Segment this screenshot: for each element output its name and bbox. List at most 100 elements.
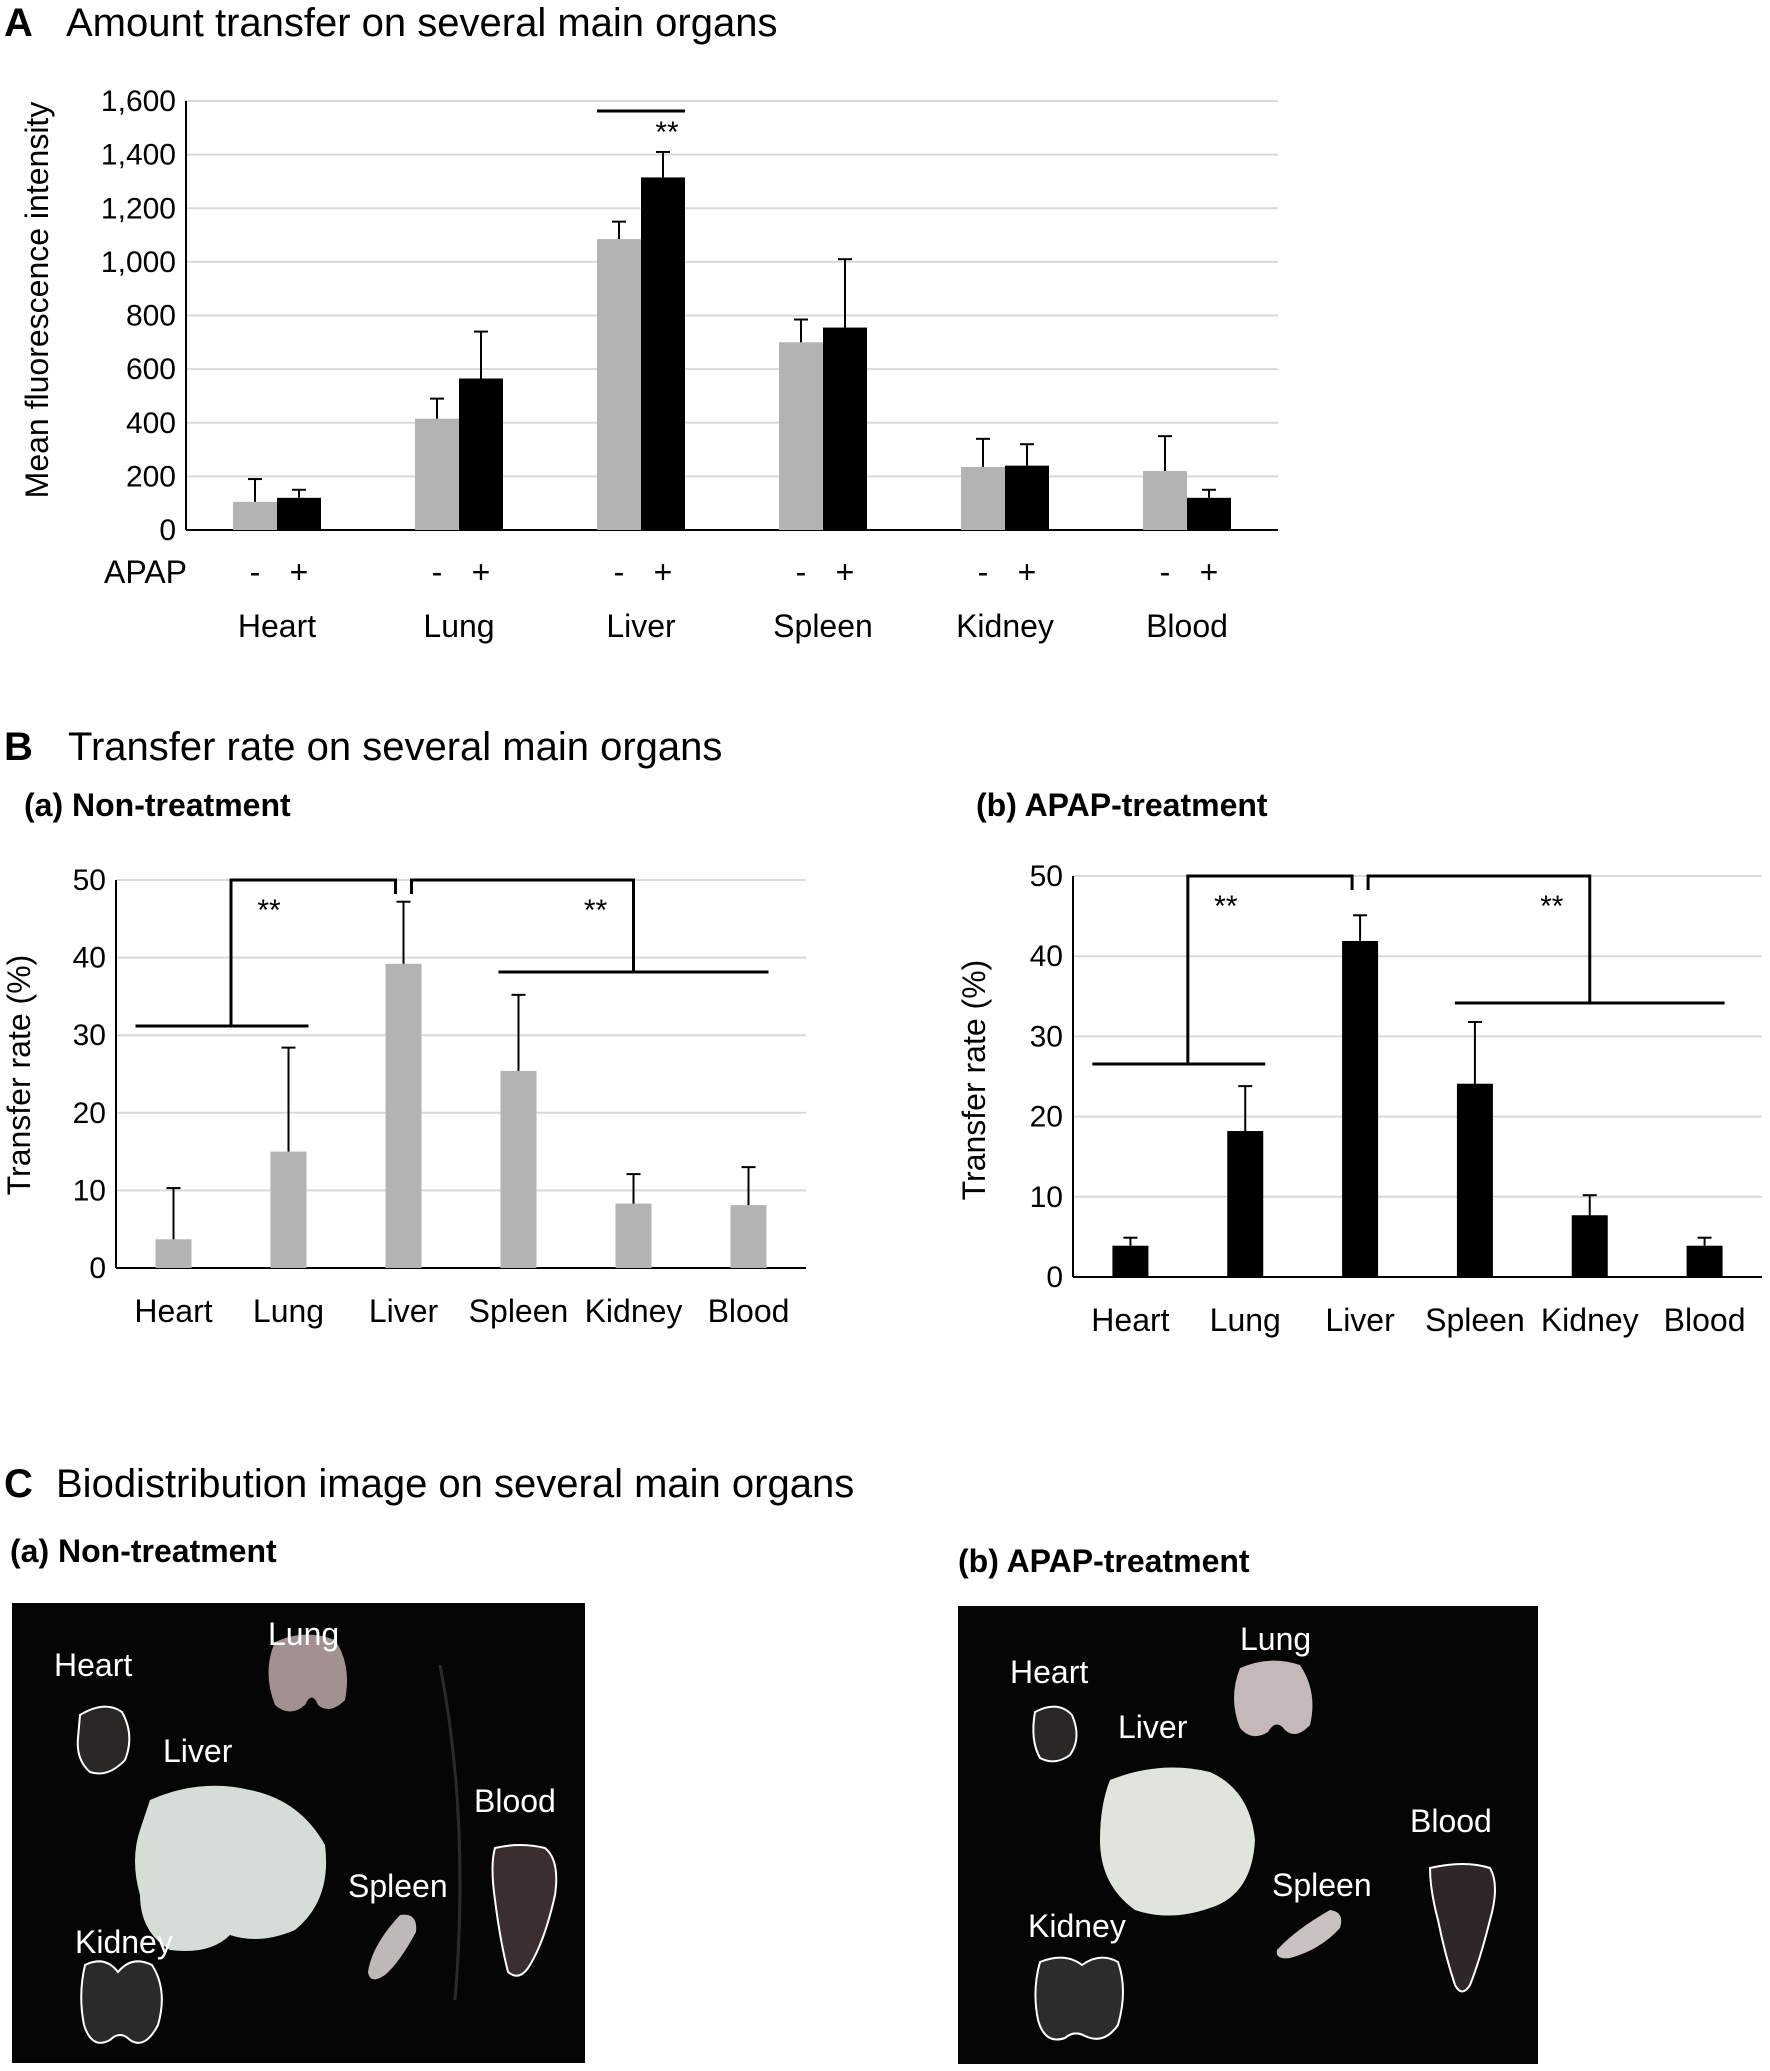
liver-label: Liver: [163, 1733, 233, 1769]
panel-b-letter: B: [4, 725, 33, 769]
y-tick-label: 600: [126, 353, 176, 386]
apap-sign-label: +: [1018, 554, 1037, 590]
panel-b-b-ylabel: Transfer rate (%): [956, 960, 992, 1201]
heart-organ: [1032, 1705, 1078, 1763]
y-tick-label: 10: [1030, 1181, 1063, 1214]
significance-label: **: [1214, 890, 1238, 923]
bar: [823, 327, 867, 530]
significance-label: **: [1540, 890, 1564, 923]
category-label: Lung: [253, 1293, 324, 1329]
y-tick-label: 1,000: [101, 246, 176, 279]
apap-sign-label: -: [250, 554, 261, 590]
bar: [1112, 1245, 1149, 1277]
y-tick-label: 20: [1030, 1101, 1063, 1134]
blood-label: Blood: [1410, 1803, 1492, 1839]
panel-a-title: Amount transfer on several main organs: [66, 1, 777, 45]
lung-label: Lung: [268, 1616, 339, 1652]
category-label: Kidney: [956, 608, 1054, 644]
bar: [1187, 497, 1231, 530]
apap-row-label: APAP: [104, 554, 187, 590]
lung-organ: [268, 1634, 348, 1712]
liver-organ: [135, 1785, 327, 1951]
bar: [270, 1151, 307, 1268]
bar: [615, 1203, 652, 1268]
spleen-organ: [1276, 1910, 1342, 1959]
category-label: Lung: [1210, 1302, 1281, 1338]
significance-bracket: [410, 878, 635, 972]
kidney-organ: [80, 1960, 163, 2044]
lung-label: Lung: [1240, 1621, 1311, 1657]
significance-label: **: [257, 894, 281, 927]
panel-c-sub-a: (a) Non-treatment: [10, 1533, 277, 1569]
heart-organ: [76, 1705, 131, 1775]
y-tick-label: 30: [1030, 1020, 1063, 1053]
bar: [1005, 465, 1049, 530]
y-tick-label: 0: [89, 1252, 106, 1285]
y-tick-label: 1,600: [101, 85, 176, 118]
liver-organ: [1100, 1767, 1255, 1916]
heart-label: Heart: [1010, 1654, 1088, 1690]
bar: [730, 1205, 767, 1268]
y-tick-label: 20: [73, 1097, 106, 1130]
spleen-label: Spleen: [348, 1868, 448, 1904]
lung-organ: [1234, 1660, 1313, 1737]
blood-organ: [491, 1844, 558, 1977]
category-label: Spleen: [1425, 1302, 1525, 1338]
bar: [500, 1070, 537, 1268]
kidney-label: Kidney: [1028, 1908, 1126, 1944]
apap-sign-label: +: [654, 554, 673, 590]
liver-label: Liver: [1118, 1709, 1188, 1745]
apap-sign-label: -: [432, 554, 443, 590]
apap-sign-label: +: [472, 554, 491, 590]
category-label: Liver: [1325, 1302, 1395, 1338]
bar: [1143, 471, 1187, 530]
y-tick-label: 1,200: [101, 192, 176, 225]
y-tick-label: 10: [73, 1174, 106, 1207]
significance-bracket: [229, 878, 397, 1026]
category-label: Lung: [423, 608, 494, 644]
y-tick-label: 0: [159, 514, 176, 547]
significance-bracket: [1186, 874, 1354, 1064]
apap-sign-label: -: [1160, 554, 1171, 590]
bar: [233, 501, 277, 530]
y-tick-label: 30: [73, 1019, 106, 1052]
significance-bracket: [1366, 874, 1592, 1003]
kidney-label: Kidney: [75, 1924, 173, 1960]
category-label: Blood: [1146, 608, 1228, 644]
bar: [155, 1239, 192, 1268]
y-tick-label: 0: [1046, 1261, 1063, 1294]
category-label: Spleen: [469, 1293, 569, 1329]
bar: [597, 239, 641, 530]
category-label: Blood: [708, 1293, 790, 1329]
panel-b-title: Transfer rate on several main organs: [68, 725, 722, 769]
apap-sign-label: +: [836, 554, 855, 590]
y-tick-label: 200: [126, 460, 176, 493]
spleen-organ: [368, 1914, 417, 1980]
apap-sign-label: -: [614, 554, 625, 590]
bar: [385, 963, 422, 1268]
chart-b-b: 0 10 20 30 40 50 Heart Lung Liver Spleen Kidney Blo…: [1030, 860, 1762, 1338]
category-label: Heart: [1091, 1302, 1169, 1338]
y-tick-label: 40: [73, 942, 106, 975]
category-label: Spleen: [773, 608, 873, 644]
spleen-label: Spleen: [1272, 1867, 1372, 1903]
blood-organ: [1428, 1863, 1496, 1993]
bar: [277, 497, 321, 530]
y-tick-label: 50: [73, 864, 106, 897]
apap-sign-label: +: [1200, 554, 1219, 590]
category-label: Heart: [134, 1293, 212, 1329]
bar: [415, 418, 459, 530]
y-tick-label: 400: [126, 407, 176, 440]
category-label: Liver: [369, 1293, 439, 1329]
bar: [641, 177, 685, 530]
biodistribution-image-apap: Heart Lung Liver Blood Spleen Kidney: [958, 1606, 1538, 2064]
y-tick-label: 40: [1030, 940, 1063, 973]
bar: [779, 342, 823, 530]
bowl-edge: [438, 1664, 462, 2001]
panel-a-letter: A: [4, 1, 33, 45]
bar: [1227, 1131, 1264, 1277]
panel-b-a-ylabel: Transfer rate (%): [1, 955, 37, 1196]
bar: [1686, 1245, 1723, 1277]
